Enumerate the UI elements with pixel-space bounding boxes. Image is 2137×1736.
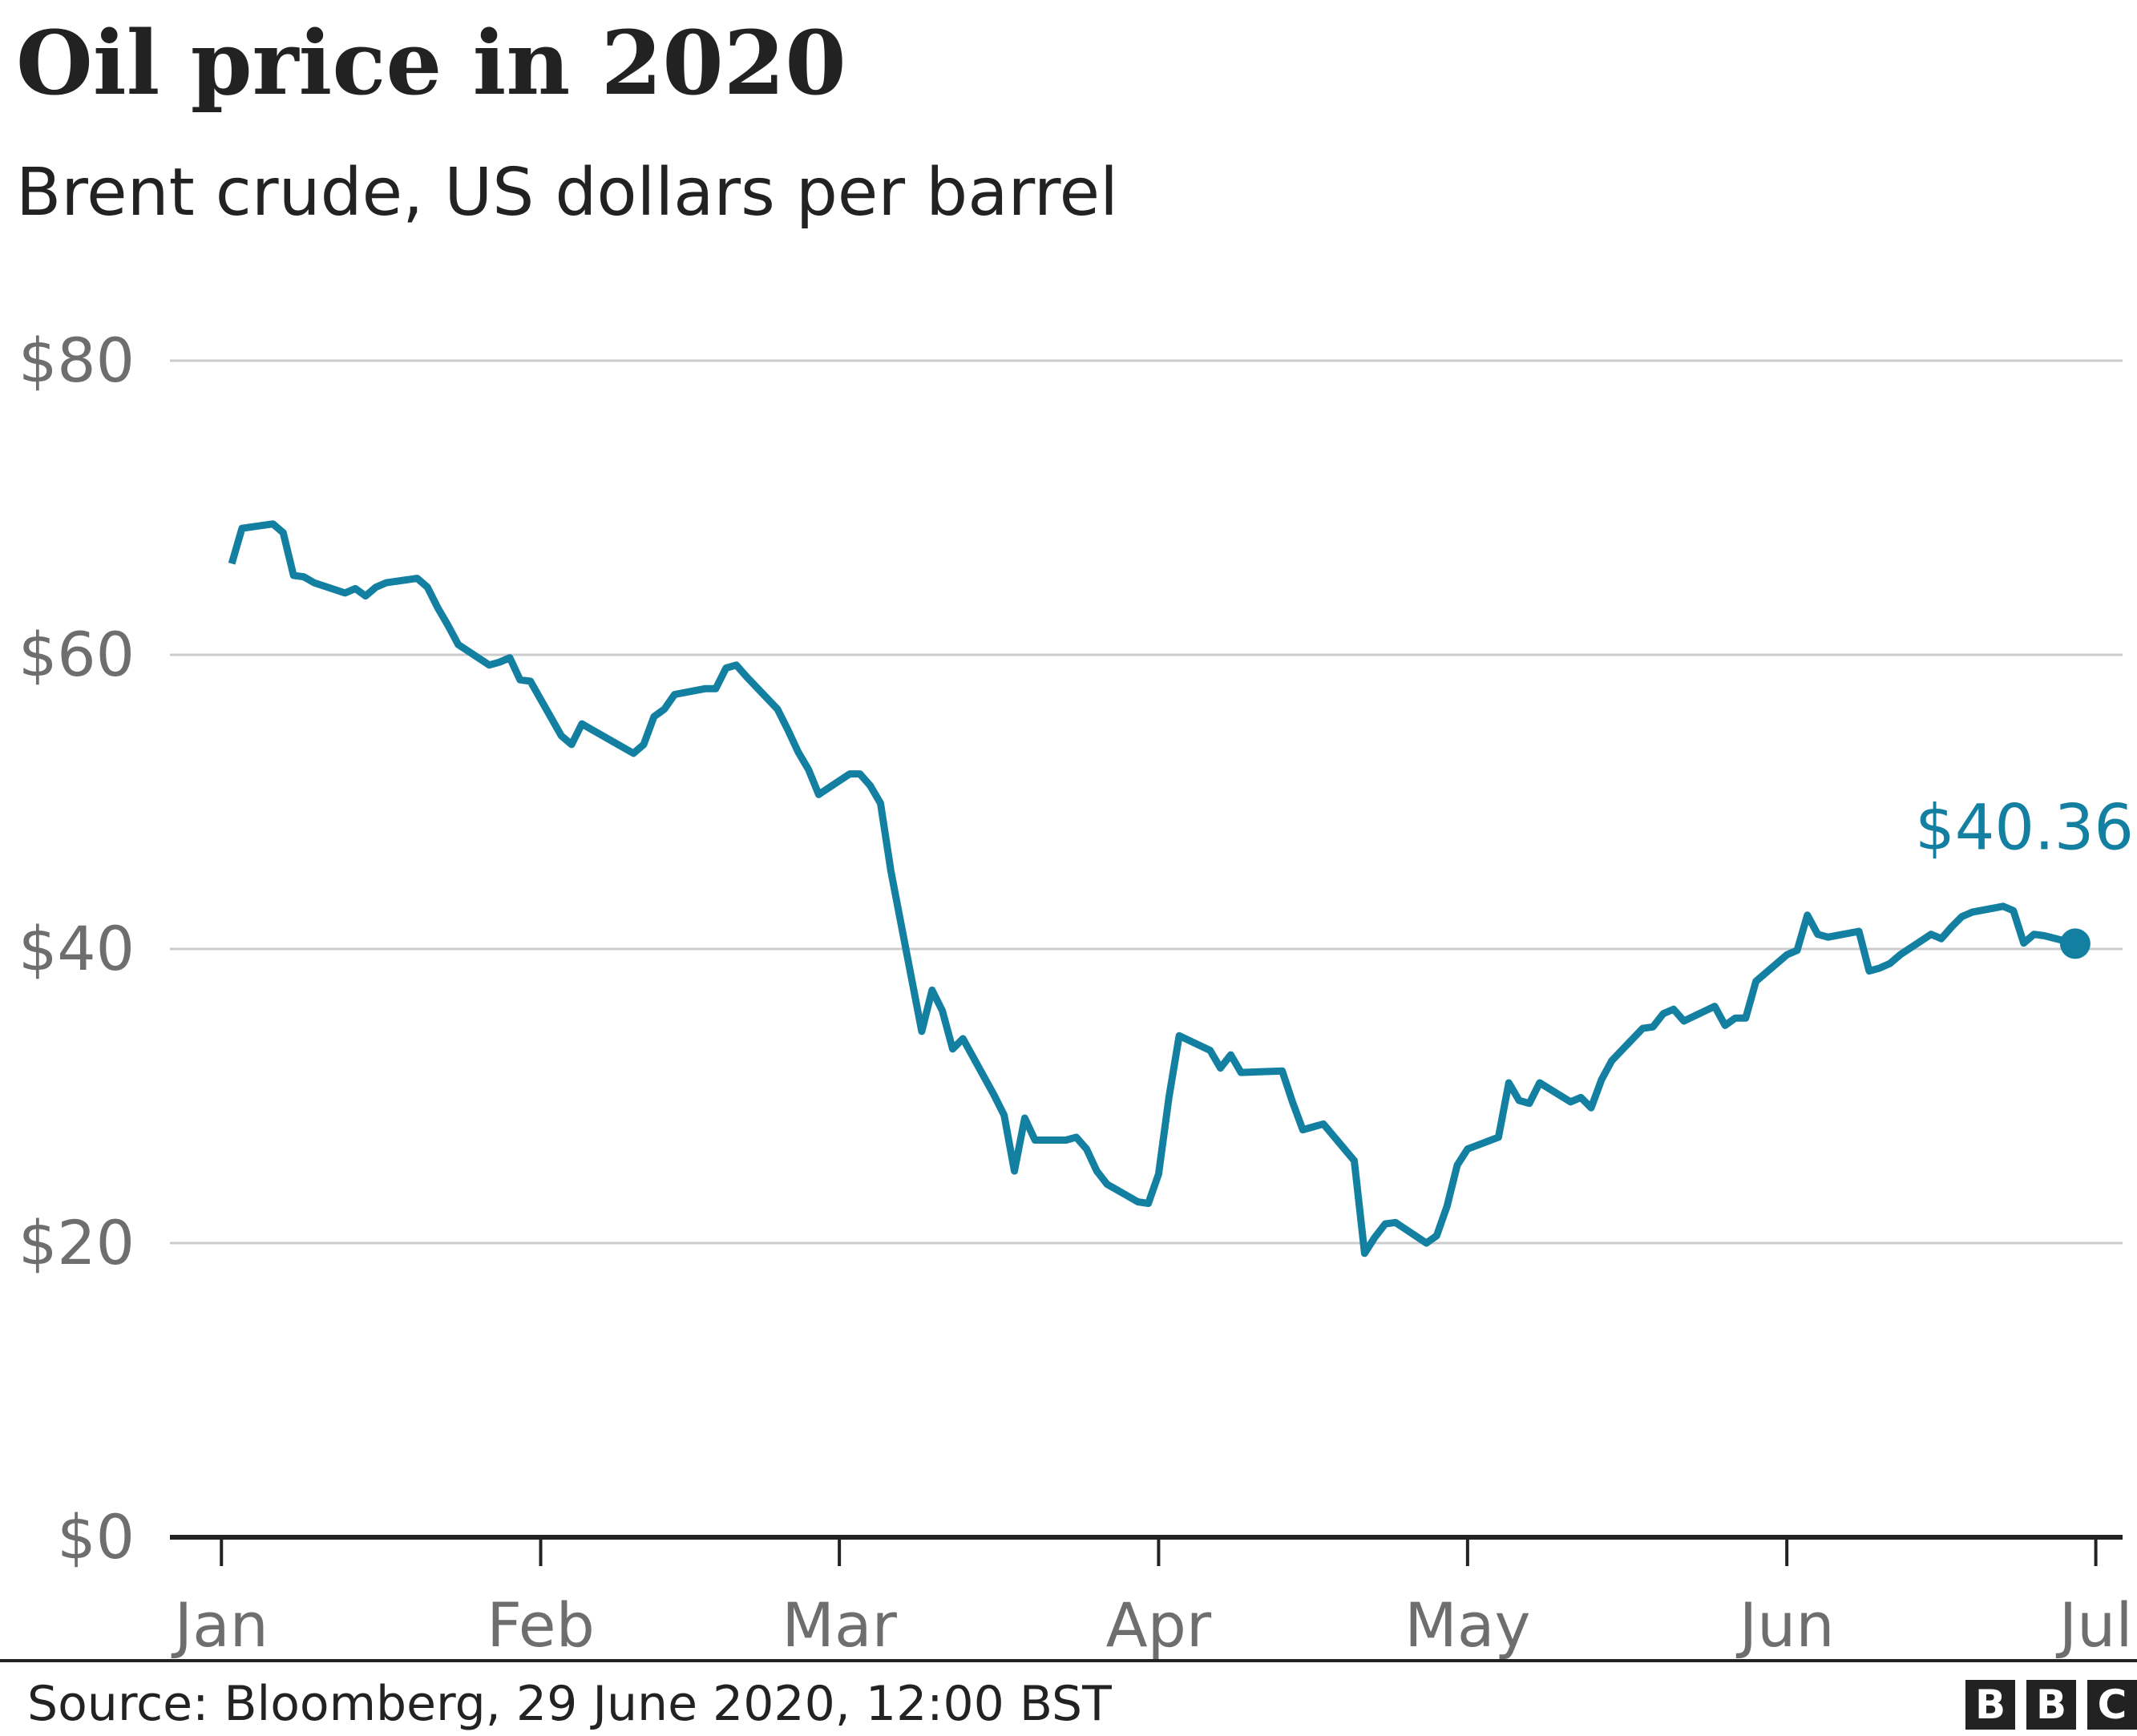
chart-subtitle: Brent crude, US dollars per barrel [16, 155, 1118, 231]
x-tick-label: Jan [172, 1589, 269, 1661]
bbc-logo-letter-c: C [2087, 1680, 2137, 1730]
x-tick-label: Mar [782, 1589, 897, 1661]
latest-price-label: $40.36 [1915, 792, 2134, 864]
y-tick-label: $20 [18, 1207, 135, 1278]
y-tick-label: $40 [18, 913, 135, 984]
y-tick-label: $60 [18, 619, 135, 690]
x-tick-label: Jul [2056, 1589, 2133, 1661]
x-tick-label: Jun [1736, 1589, 1835, 1661]
bbc-logo-letter-b1: B [1965, 1680, 2015, 1730]
y-tick-label: $80 [18, 325, 135, 396]
latest-price-point [2059, 928, 2091, 959]
bbc-logo-letter-b2: B [2026, 1680, 2076, 1730]
source-note: Source: Bloomberg, 29 June 2020, 12:00 B… [27, 1676, 1112, 1732]
bbc-logo: B B C [1965, 1680, 2137, 1730]
price-series-line [228, 520, 2077, 1258]
y-tick-label: $0 [57, 1501, 135, 1572]
x-tick-label: Feb [487, 1589, 595, 1661]
footer-rule [0, 1659, 2137, 1662]
x-tick-label: May [1404, 1589, 1530, 1661]
x-tick-label: Apr [1106, 1589, 1212, 1661]
chart-title: Oil price in 2020 [16, 11, 846, 115]
